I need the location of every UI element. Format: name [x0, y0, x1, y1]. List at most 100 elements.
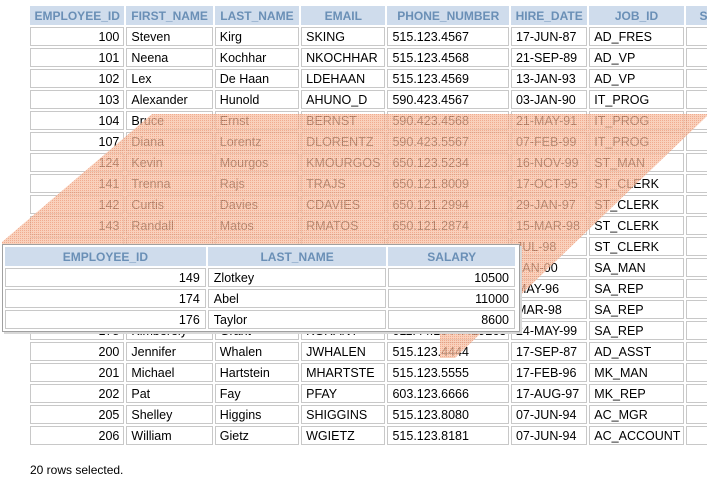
table-cell: 201 [30, 363, 125, 382]
table-cell: JWHALEN [301, 342, 386, 361]
table-cell: MHARTSTE [301, 363, 386, 382]
table-row: 103 Alexander Hunold AHUNO_D 590.423.4567 03-… [30, 90, 707, 109]
table-cell: Steven [126, 27, 213, 46]
table-cell: 650.123.5234 [387, 153, 509, 172]
table-cell: MK_MAN [589, 363, 684, 382]
column-header: EMAIL [301, 6, 386, 25]
table-cell: SA_REP [589, 279, 684, 298]
table-cell: 250 [685, 237, 707, 256]
table-cell: 1200 [685, 405, 707, 424]
table-cell: Kirg [214, 27, 300, 46]
column-header: SALARY [388, 247, 515, 266]
table-row: 174 Abel 11000 [5, 289, 515, 308]
table-cell: 515.123.4567 [387, 27, 509, 46]
table-row: 176 Taylor 8600 [5, 310, 515, 329]
table-cell: Whalen [214, 342, 300, 361]
table-cell: 03-JAN-90 [510, 90, 588, 109]
table-cell: Hunold [214, 90, 300, 109]
table-cell: 107 [30, 132, 125, 151]
table-cell: Curtis [126, 195, 213, 214]
table-row: 101 Neena Kochhar NKOCHHAR 515.123.4568 21-SE… [30, 48, 707, 67]
table-cell: AHUNO_D [301, 90, 386, 109]
table-cell: 102 [30, 69, 125, 88]
table-cell: 13-JAN-93 [510, 69, 588, 88]
subquery-table-body: 149 Zlotkey 10500 174 Abel 11000 176 Taylor 8600 [5, 268, 515, 329]
table-cell: 590.423.5567 [387, 132, 509, 151]
table-cell: 515.123.8181 [387, 426, 509, 445]
table-cell: Taylor [207, 310, 387, 329]
table-cell: JAN-00 [510, 258, 588, 277]
table-cell: Abel [207, 289, 387, 308]
table-cell: Higgins [214, 405, 300, 424]
table-row: 201 Michael Hartstein MHARTSTE 515.123.5555 1… [30, 363, 707, 382]
table-cell: IT_PROG [589, 90, 684, 109]
table-cell: 515.123.4569 [387, 69, 509, 88]
table-cell: IT_PROG [589, 132, 684, 151]
table-cell: Trenna [126, 174, 213, 193]
table-cell: Kochhar [214, 48, 300, 67]
table-cell: Lorentz [214, 132, 300, 151]
table-cell: 24-MAY-99 [510, 321, 588, 340]
column-header: FIRST_NAME [126, 6, 213, 25]
table-cell: Mourgos [214, 153, 300, 172]
table-cell: 17-JUN-87 [510, 27, 588, 46]
table-row: 104 Bruce Ernst BERNST 590.423.4568 21-MAY-91… [30, 111, 707, 130]
table-cell: 860 [685, 300, 707, 319]
table-cell: NKOCHHAR [301, 48, 386, 67]
table-cell: 07-JUN-94 [510, 426, 588, 445]
table-row: 100 Steven Kirg SKING 515.123.4567 17-JUN-87 A… [30, 27, 707, 46]
column-header: LAST_NAME [214, 6, 300, 25]
table-cell: Kevin [126, 153, 213, 172]
table-cell: 141 [30, 174, 125, 193]
table-cell: AD_FRES [589, 27, 684, 46]
table-row: 143 Randall Matos RMATOS 650.121.2874 15-MAR-… [30, 216, 707, 235]
table-cell: Davies [214, 195, 300, 214]
table-row: 202 Pat Fay PFAY 603.123.6666 17-AUG-97 MK_REP… [30, 384, 707, 403]
table-cell: 07-FEB-99 [510, 132, 588, 151]
table-cell: 1050 [685, 258, 707, 277]
table-cell: SA_MAN [589, 258, 684, 277]
table-row: 149 Zlotkey 10500 [5, 268, 515, 287]
table-cell: 8600 [388, 310, 515, 329]
column-header: SALA [685, 6, 707, 25]
table-row: 102 Lex De Haan LDEHAAN 515.123.4569 13-JAN-9… [30, 69, 707, 88]
table-cell: 603.123.6666 [387, 384, 509, 403]
table-row: 141 Trenna Rajs TRAJS 650.121.8009 17-OCT-95 S… [30, 174, 707, 193]
column-header: LAST_NAME [207, 247, 387, 266]
subquery-result-table: EMPLOYEE_ID LAST_NAME SALARY 149 Zlotkey 105… [3, 245, 517, 331]
table-cell: 830 [685, 426, 707, 445]
table-cell: 101 [30, 48, 125, 67]
table-cell: Diana [126, 132, 213, 151]
table-cell: AC_MGR [589, 405, 684, 424]
table-cell: 10500 [388, 268, 515, 287]
table-cell: Rajs [214, 174, 300, 193]
table-cell: 1700 [685, 69, 707, 88]
table-cell: AD_VP [589, 48, 684, 67]
table-row: 205 Shelley Higgins SHIGGINS 515.123.8080 07-… [30, 405, 707, 424]
table-cell: Bruce [126, 111, 213, 130]
table-cell: Neena [126, 48, 213, 67]
table-cell: 700 [685, 321, 707, 340]
table-cell: William [126, 426, 213, 445]
table-cell: 16-NOV-99 [510, 153, 588, 172]
table-cell: SHIGGINS [301, 405, 386, 424]
column-header: EMPLOYEE_ID [5, 247, 206, 266]
table-cell: Hartstein [214, 363, 300, 382]
table-cell: Ernst [214, 111, 300, 130]
table-cell: 260 [685, 216, 707, 235]
table-cell: 11000 [388, 289, 515, 308]
table-cell: Fay [214, 384, 300, 403]
table-cell: Shelley [126, 405, 213, 424]
table-cell: BERNST [301, 111, 386, 130]
table-cell: Gietz [214, 426, 300, 445]
table-cell: AD_ASST [589, 342, 684, 361]
table-cell: 104 [30, 111, 125, 130]
table-cell: 100 [30, 27, 125, 46]
table-cell: 580 [685, 153, 707, 172]
table-cell: 142 [30, 195, 125, 214]
table-cell: Lex [126, 69, 213, 88]
table-cell: 174 [5, 289, 206, 308]
table-cell: LDEHAAN [301, 69, 386, 88]
table-cell: 1700 [685, 48, 707, 67]
table-cell: 176 [5, 310, 206, 329]
